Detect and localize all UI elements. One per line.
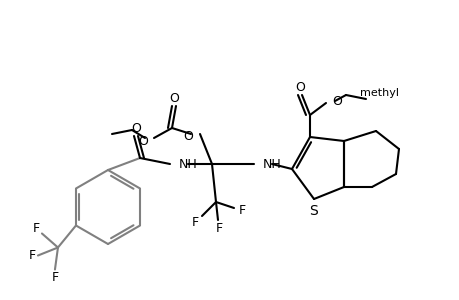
Text: O: O [169,92,179,104]
Text: O: O [183,130,193,142]
Text: F: F [238,205,245,218]
Text: NH: NH [179,158,197,170]
Text: O: O [131,122,140,134]
Text: F: F [51,271,58,284]
Text: F: F [215,221,222,235]
Text: O: O [294,80,304,94]
Text: F: F [191,215,198,229]
Text: NH: NH [263,158,281,170]
Text: O: O [331,94,341,107]
Text: O: O [138,134,148,148]
Text: S: S [309,204,318,218]
Text: methyl: methyl [359,88,398,98]
Text: F: F [28,249,35,262]
Text: F: F [32,222,39,235]
